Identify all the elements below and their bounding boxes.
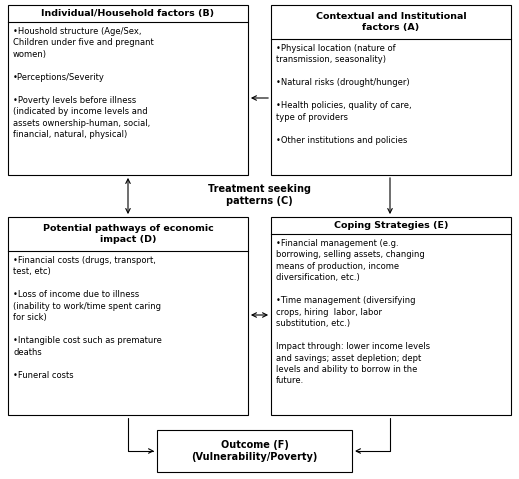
Bar (157, 430, 352, 472)
Bar (271, 217, 511, 415)
Text: Potential pathways of economic
impact (D): Potential pathways of economic impact (D… (43, 224, 213, 244)
Bar (271, 5, 511, 175)
Text: •Financial costs (drugs, transport,
test, etc)

•Loss of income due to illness
(: •Financial costs (drugs, transport, test… (13, 256, 162, 379)
Text: Outcome (F)
(Vulnerability/Poverty): Outcome (F) (Vulnerability/Poverty) (192, 440, 318, 462)
Bar (8, 5, 248, 175)
Text: Treatment seeking
patterns (C): Treatment seeking patterns (C) (208, 184, 311, 206)
Text: •Houshold structure (Age/Sex,
Children under five and pregnant
women)

•Percepti: •Houshold structure (Age/Sex, Children u… (13, 27, 154, 139)
Text: Coping Strategies (E): Coping Strategies (E) (334, 221, 448, 230)
Bar (8, 217, 248, 415)
Text: Individual/Household factors (B): Individual/Household factors (B) (42, 9, 214, 18)
Text: Contextual and Institutional
factors (A): Contextual and Institutional factors (A) (316, 12, 466, 32)
Text: •Physical location (nature of
transmission, seasonality)

•Natural risks (drough: •Physical location (nature of transmissi… (276, 44, 412, 145)
Text: •Financial management (e.g.
borrowing, selling assets, changing
means of product: •Financial management (e.g. borrowing, s… (276, 239, 430, 386)
